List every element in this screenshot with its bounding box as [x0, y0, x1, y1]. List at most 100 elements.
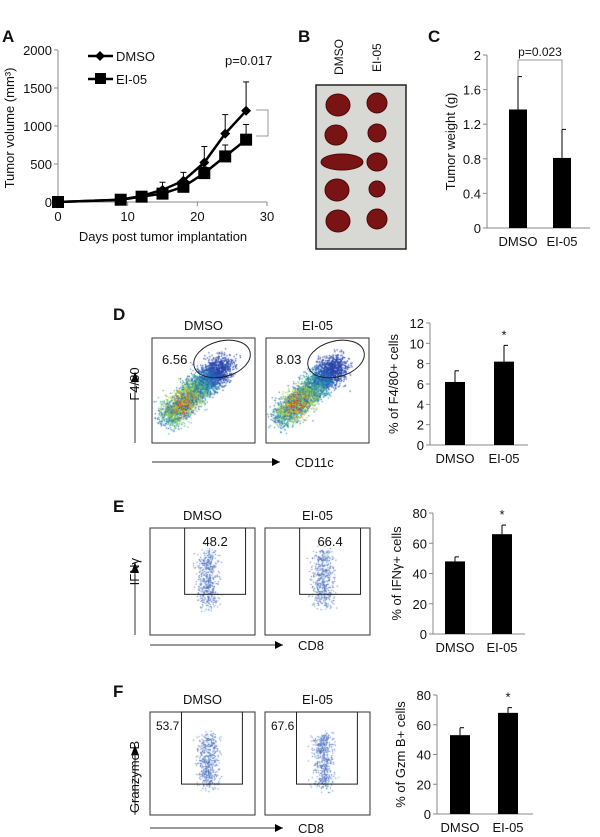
bar-charts: 0 2 4 6 8 10 12 % of F4/80+ cells DMSO EI-05 * 0 20 4… [386, 316, 533, 835]
data-point-ei05 [219, 150, 232, 163]
gate-rectangle [296, 711, 358, 785]
legend-ei05: EI-05 [116, 72, 147, 87]
condition-label: DMSO [183, 508, 222, 523]
y-axis-label: % of F4/80+ cells [386, 333, 401, 434]
condition-label: DMSO [184, 318, 223, 333]
tumor-volume-line-chart: Tumor volume (mm³) Days post tumor impla… [2, 43, 274, 244]
bar-dmso [445, 561, 465, 634]
gate-rectangle [181, 711, 243, 785]
y-tick-label: 20 [417, 777, 431, 792]
condition-label: EI-05 [302, 692, 333, 707]
x-tick-label: 30 [260, 209, 274, 224]
bar-ei-05 [494, 361, 514, 445]
y-tick-label: 6 [417, 377, 424, 392]
y-tick-label: 10 [410, 336, 424, 351]
y-tick-label: 0 [424, 807, 431, 822]
arrow-right-icon [272, 458, 280, 466]
gate-percentage: 53.7 [156, 719, 180, 733]
x-tick-label: EI-05 [486, 640, 517, 655]
square-marker-icon [95, 73, 106, 84]
x-axis-marker-label: CD8 [298, 638, 324, 653]
data-point-ei05 [156, 187, 169, 200]
y-tick-label: 1000 [23, 119, 52, 134]
x-axis-label: Days post tumor implantation [79, 229, 247, 244]
diamond-marker-icon [95, 51, 105, 61]
x-tick-label: EI-05 [546, 234, 577, 249]
bar-dmso [450, 735, 470, 814]
data-point-ei05 [52, 196, 64, 208]
gate-percentage: 6.56 [162, 352, 187, 367]
panel-label-c: C [428, 27, 440, 46]
tumor [366, 92, 388, 114]
y-tick-label: 0.8 [463, 152, 481, 167]
y-tick-label: 1.2 [463, 117, 481, 132]
tumor [325, 93, 351, 117]
panel-label-b: B [298, 27, 310, 46]
legend-dmso: DMSO [116, 49, 155, 64]
tumor [366, 152, 388, 172]
y-axis-label: % of IFNγ+ cells [389, 526, 404, 621]
y-axis-label: Tumor weight (g) [443, 93, 458, 191]
y-tick-label: 2 [417, 418, 424, 433]
bar-dmso [445, 381, 465, 445]
x-tick-label: EI-05 [488, 451, 519, 466]
data-point-ei05 [198, 167, 211, 180]
p-value: p=0.023 [518, 45, 562, 59]
data-point-ei05 [114, 193, 127, 206]
gate-rectangle [299, 527, 362, 595]
panel-label-f: F [113, 682, 123, 701]
significance-bracket [256, 109, 269, 137]
y-tick-label: 40 [413, 567, 427, 582]
y-tick-label: 80 [417, 688, 431, 703]
y-tick-label: 4 [417, 397, 424, 412]
p-value: p=0.017 [225, 53, 272, 68]
y-tick-label: 2 [474, 48, 481, 63]
legend: DMSO EI-05 [88, 49, 155, 87]
tumor-weight-bar-chart: p=0.023 0 0.4 0.8 1.2 1.6 2 Tumor weight (g) DM… [443, 45, 590, 249]
significance-asterisk: * [499, 507, 504, 522]
y-tick-label: 60 [417, 718, 431, 733]
condition-label: EI-05 [302, 508, 333, 523]
condition-label: DMSO [183, 692, 222, 707]
x-tick-label: 10 [120, 209, 134, 224]
flow-panel-d: DMSO 6.56 EI-05 8.03 F4/80 CD11c [127, 318, 370, 470]
gate-percentage: 8.03 [276, 352, 301, 367]
x-tick-label: DMSO [436, 640, 475, 655]
y-tick-label: 0 [417, 438, 424, 453]
y-tick-label: 2000 [23, 43, 52, 58]
x-axis-marker-label: CD11c [295, 455, 334, 470]
tumor [368, 180, 386, 198]
gate-rectangle [184, 527, 247, 595]
data-point-ei05 [240, 133, 253, 146]
x-tick-label: 0 [54, 209, 61, 224]
tumor [367, 123, 387, 143]
data-point-dmso [220, 128, 231, 139]
y-tick-label: 1500 [23, 81, 52, 96]
bar-ei-05 [492, 534, 512, 634]
tumor [320, 153, 364, 171]
y-axis-label: % of Gzm B+ cells [393, 701, 408, 808]
arrow-up-icon [131, 371, 139, 383]
tumor [366, 208, 388, 230]
bar-ei-05 [553, 157, 571, 228]
y-axis-marker-label: F4/80 [127, 367, 142, 400]
tumor [324, 124, 348, 146]
panel-label-a: A [2, 27, 14, 46]
series-line-0 [57, 109, 248, 204]
flow-plot-dmso [151, 337, 256, 444]
gate-percentage: 67.6 [271, 719, 295, 733]
tumor [324, 178, 350, 202]
y-tick-label: 1.6 [463, 83, 481, 98]
column-label-dmso: DMSO [332, 39, 346, 75]
significance-asterisk: * [501, 327, 506, 342]
gate-ellipse [307, 339, 365, 379]
gate-percentage: 48.2 [202, 534, 227, 549]
y-tick-label: 0 [420, 627, 427, 642]
x-tick-label: DMSO [441, 820, 480, 835]
data-point-ei05 [135, 190, 148, 203]
y-tick-label: 20 [413, 597, 427, 612]
panel-label-d: D [113, 305, 125, 324]
bar-dmso [509, 109, 527, 228]
